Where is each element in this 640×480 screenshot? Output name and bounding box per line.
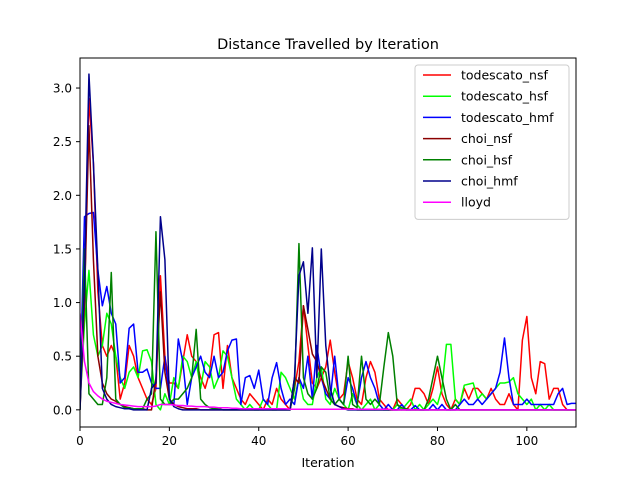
x-tick-label: 40 bbox=[251, 434, 266, 448]
x-axis-label: Iteration bbox=[301, 455, 354, 470]
y-tick-label: 0.0 bbox=[53, 403, 72, 417]
y-tick-label: 2.0 bbox=[53, 189, 72, 203]
y-tick-label: 1.5 bbox=[53, 242, 72, 256]
x-tick-label: 60 bbox=[340, 434, 355, 448]
x-tick-label: 100 bbox=[515, 434, 538, 448]
y-tick-label: 2.5 bbox=[53, 135, 72, 149]
x-tick-label: 0 bbox=[76, 434, 84, 448]
plot-frame bbox=[79, 57, 577, 428]
series-line-todescato-nsf bbox=[80, 98, 576, 411]
series-line-todescato-hmf bbox=[80, 211, 576, 411]
legend-label: todescato_nsf bbox=[461, 68, 548, 83]
chart-title: Distance Travelled by Iteration bbox=[217, 37, 439, 53]
y-tick-label: 1.0 bbox=[53, 296, 72, 310]
legend-label: todescato_hsf bbox=[461, 89, 548, 104]
legend: todescato_nsf todescato_hsf todescato_hmfc… bbox=[414, 64, 570, 220]
legend-label: choi_nsf bbox=[461, 131, 513, 146]
legend-label: todescato_hmf bbox=[461, 110, 554, 125]
series-lines bbox=[80, 73, 576, 411]
x-tick-label: 80 bbox=[430, 434, 445, 448]
plot-area bbox=[80, 73, 576, 411]
legend-box bbox=[414, 64, 570, 220]
x-tick-label: 20 bbox=[162, 434, 177, 448]
series-line-lloyd bbox=[80, 313, 576, 411]
y-tick-label: 0.5 bbox=[53, 350, 72, 364]
legend-label: choi_hsf bbox=[461, 152, 513, 167]
legend-label: lloyd bbox=[461, 195, 491, 210]
y-tick-label: 3.0 bbox=[53, 82, 72, 96]
legend-label: choi_hmf bbox=[461, 174, 518, 189]
